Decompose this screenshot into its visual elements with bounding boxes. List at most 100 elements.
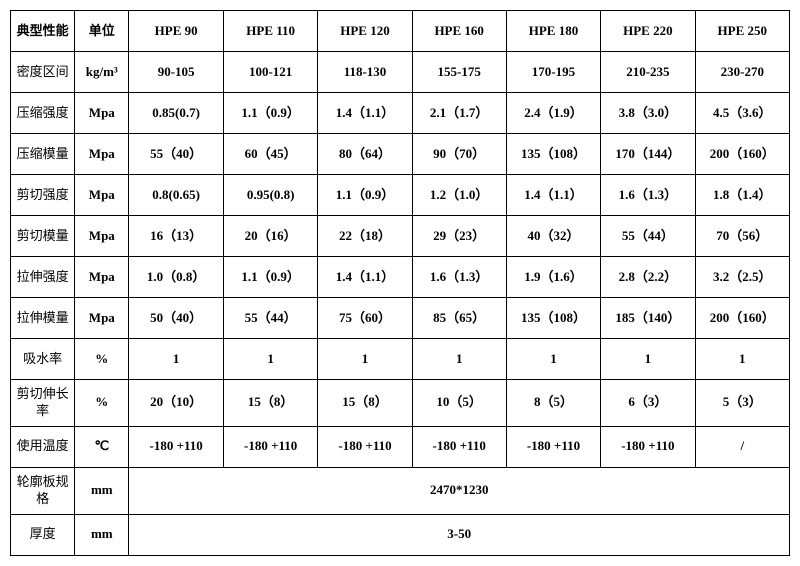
header-row: 典型性能 单位 HPE 90 HPE 110 HPE 120 HPE 160 H…	[11, 11, 790, 52]
cell: 90（70）	[412, 134, 506, 175]
cell: 55（44）	[223, 298, 318, 339]
table-row: 使用温度℃-180 +110-180 +110-180 +110-180 +11…	[11, 426, 790, 467]
cell: 90-105	[129, 52, 224, 93]
table-row: 压缩模量Mpa55（40）60（45）80（64）90（70）135（108）1…	[11, 134, 790, 175]
cell: 40（32）	[506, 216, 600, 257]
cell: 1.8（1.4）	[695, 175, 789, 216]
table-row: 吸水率%1111111	[11, 339, 790, 380]
header-model-4: HPE 180	[506, 11, 600, 52]
table-row: 拉伸模量Mpa50（40）55（44）75（60）85（65）135（108）1…	[11, 298, 790, 339]
row-unit: %	[75, 380, 129, 427]
cell: 200（160）	[695, 298, 789, 339]
cell: 1.4（1.1）	[318, 257, 412, 298]
cell: 0.8(0.65)	[129, 175, 224, 216]
header-model-3: HPE 160	[412, 11, 506, 52]
row-label: 剪切模量	[11, 216, 75, 257]
row-label: 吸水率	[11, 339, 75, 380]
row-label: 压缩强度	[11, 93, 75, 134]
cell: 1	[412, 339, 506, 380]
row-unit: mm	[75, 514, 129, 555]
cell: -180 +110	[601, 426, 695, 467]
cell: /	[695, 426, 789, 467]
row-unit: Mpa	[75, 298, 129, 339]
row-label: 拉伸强度	[11, 257, 75, 298]
row-label: 剪切伸长率	[11, 380, 75, 427]
table-row: 剪切强度Mpa0.8(0.65)0.95(0.8)1.1（0.9）1.2（1.0…	[11, 175, 790, 216]
cell: 230-270	[695, 52, 789, 93]
row-label: 密度区间	[11, 52, 75, 93]
cell: 118-130	[318, 52, 412, 93]
cell: 155-175	[412, 52, 506, 93]
cell: 75（60）	[318, 298, 412, 339]
cell: 16（13）	[129, 216, 224, 257]
table-row-span: 轮廓板规格mm2470*1230	[11, 467, 790, 514]
cell: -180 +110	[412, 426, 506, 467]
row-unit: Mpa	[75, 134, 129, 175]
row-label: 剪切强度	[11, 175, 75, 216]
cell: 2.4（1.9）	[506, 93, 600, 134]
cell: 20（10）	[129, 380, 224, 427]
cell: 1.2（1.0）	[412, 175, 506, 216]
table-row: 密度区间kg/m³90-105100-121118-130155-175170-…	[11, 52, 790, 93]
header-model-5: HPE 220	[601, 11, 695, 52]
table-row: 剪切模量Mpa16（13）20（16）22（18）29（23）40（32）55（…	[11, 216, 790, 257]
cell: 15（8）	[318, 380, 412, 427]
cell: 70（56）	[695, 216, 789, 257]
row-label: 使用温度	[11, 426, 75, 467]
cell: 135（108）	[506, 134, 600, 175]
cell: 1.4（1.1）	[506, 175, 600, 216]
cell: 55（44）	[601, 216, 695, 257]
cell: 1	[318, 339, 412, 380]
cell: 8（5）	[506, 380, 600, 427]
cell: 1.1（0.9）	[318, 175, 412, 216]
cell: 85（65）	[412, 298, 506, 339]
cell: 185（140）	[601, 298, 695, 339]
cell: 1.1（0.9）	[223, 257, 318, 298]
spec-table: 典型性能 单位 HPE 90 HPE 110 HPE 120 HPE 160 H…	[10, 10, 790, 556]
cell: 1	[695, 339, 789, 380]
cell: 1.1（0.9）	[223, 93, 318, 134]
row-unit: ℃	[75, 426, 129, 467]
cell: 1.6（1.3）	[412, 257, 506, 298]
header-model-6: HPE 250	[695, 11, 789, 52]
table-row: 压缩强度Mpa0.85(0.7)1.1（0.9）1.4（1.1）2.1（1.7）…	[11, 93, 790, 134]
cell: 1	[129, 339, 224, 380]
cell: 2.8（2.2）	[601, 257, 695, 298]
header-model-2: HPE 120	[318, 11, 412, 52]
row-unit: kg/m³	[75, 52, 129, 93]
row-unit: %	[75, 339, 129, 380]
header-model-0: HPE 90	[129, 11, 224, 52]
cell: 100-121	[223, 52, 318, 93]
cell: 1	[506, 339, 600, 380]
cell: 50（40）	[129, 298, 224, 339]
table-row: 剪切伸长率%20（10）15（8）15（8）10（5）8（5）6（3）5（3）	[11, 380, 790, 427]
cell-span: 3-50	[129, 514, 790, 555]
cell: 1.9（1.6）	[506, 257, 600, 298]
header-model-1: HPE 110	[223, 11, 318, 52]
row-label: 轮廓板规格	[11, 467, 75, 514]
table-row: 拉伸强度Mpa1.0（0.8）1.1（0.9）1.4（1.1）1.6（1.3）1…	[11, 257, 790, 298]
cell: 15（8）	[223, 380, 318, 427]
cell: 1	[601, 339, 695, 380]
row-label: 拉伸模量	[11, 298, 75, 339]
cell: 55（40）	[129, 134, 224, 175]
cell: 1.6（1.3）	[601, 175, 695, 216]
cell: -180 +110	[506, 426, 600, 467]
header-property: 典型性能	[11, 11, 75, 52]
cell: 135（108）	[506, 298, 600, 339]
row-unit: Mpa	[75, 175, 129, 216]
cell: 6（3）	[601, 380, 695, 427]
header-unit: 单位	[75, 11, 129, 52]
table-row-span: 厚度mm3-50	[11, 514, 790, 555]
cell: 10（5）	[412, 380, 506, 427]
cell: 1	[223, 339, 318, 380]
cell: 3.2（2.5）	[695, 257, 789, 298]
row-label: 压缩模量	[11, 134, 75, 175]
cell: 60（45）	[223, 134, 318, 175]
cell: 210-235	[601, 52, 695, 93]
row-unit: mm	[75, 467, 129, 514]
cell: 0.85(0.7)	[129, 93, 224, 134]
cell: 170（144）	[601, 134, 695, 175]
row-label: 厚度	[11, 514, 75, 555]
cell: 22（18）	[318, 216, 412, 257]
